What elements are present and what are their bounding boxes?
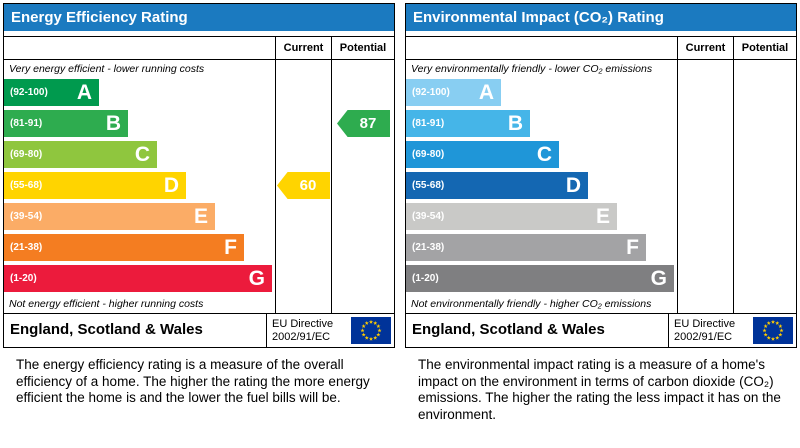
band-letter: G bbox=[248, 267, 265, 290]
band-range: (81-91) bbox=[412, 118, 445, 129]
eu-flag-cell bbox=[348, 314, 394, 347]
eu-directive-line1: EU Directive bbox=[674, 318, 736, 330]
eu-directive-line1: EU Directive bbox=[272, 318, 334, 330]
band-d: (55-68) D bbox=[4, 172, 186, 199]
environmental-impact-chart: Environmental Impact (CO₂) Rating Curren… bbox=[405, 3, 797, 348]
band-range: (21-38) bbox=[10, 242, 43, 253]
chart-footer: England, Scotland & Wales EU Directive 2… bbox=[406, 313, 796, 347]
band-letter: A bbox=[478, 81, 494, 104]
band-range: (39-54) bbox=[412, 211, 445, 222]
header-spacer bbox=[406, 37, 677, 59]
band-range: (55-68) bbox=[412, 180, 445, 191]
eu-flag bbox=[351, 317, 391, 344]
chart-footer: England, Scotland & Wales EU Directive 2… bbox=[4, 313, 394, 347]
band-range: (1-20) bbox=[10, 273, 37, 284]
title-gap bbox=[4, 31, 394, 36]
band-letter: E bbox=[193, 205, 208, 228]
band-range: (92-100) bbox=[10, 87, 48, 98]
potential-column-header: Potential bbox=[733, 37, 796, 59]
epc-charts-page: Energy Efficiency Rating Current Potenti… bbox=[3, 3, 797, 423]
title-gap bbox=[406, 31, 796, 36]
band-range: (69-80) bbox=[412, 149, 445, 160]
band-d: (55-68) D bbox=[406, 172, 588, 199]
region-label: England, Scotland & Wales bbox=[412, 321, 605, 338]
rating-bands: (92-100) A (81-91) B (69-80) C (55-68) D bbox=[4, 79, 276, 296]
potential-column-divider bbox=[733, 60, 734, 313]
bottom-caption: Not environmentally friendly - higher CO… bbox=[411, 298, 652, 310]
environmental-impact-description: The environmental impact rating is a mea… bbox=[418, 357, 781, 422]
band-c: (69-80) C bbox=[406, 141, 559, 168]
top-caption: Very energy efficient - lower running co… bbox=[9, 63, 205, 75]
region-label: England, Scotland & Wales bbox=[10, 321, 203, 338]
band-letter: D bbox=[163, 174, 179, 197]
eu-directive-line2: 2002/91/EC bbox=[272, 331, 331, 343]
band-range: (92-100) bbox=[412, 87, 450, 98]
band-a: (92-100) A bbox=[406, 79, 501, 106]
current-rating-value: 60 bbox=[299, 177, 317, 194]
band-letter: B bbox=[105, 112, 121, 135]
bottom-caption: Not energy efficient - higher running co… bbox=[9, 298, 204, 310]
band-letter: G bbox=[650, 267, 667, 290]
potential-column-header: Potential bbox=[331, 37, 394, 59]
band-letter: F bbox=[224, 236, 237, 259]
band-range: (1-20) bbox=[412, 273, 439, 284]
panel-title: Energy Efficiency Rating bbox=[4, 4, 394, 31]
column-headers: Current Potential bbox=[4, 36, 394, 60]
column-headers: Current Potential bbox=[406, 36, 796, 60]
band-f: (21-38) F bbox=[4, 234, 244, 261]
band-e: (39-54) E bbox=[406, 203, 617, 230]
band-letter: D bbox=[565, 174, 581, 197]
potential-column-divider bbox=[331, 60, 332, 313]
band-letter: C bbox=[536, 143, 552, 166]
band-g: (1-20) G bbox=[406, 265, 674, 292]
top-caption: Very environmentally friendly - lower CO… bbox=[411, 63, 653, 75]
band-b: (81-91) B bbox=[4, 110, 128, 137]
energy-efficiency-section: Energy Efficiency Rating Current Potenti… bbox=[3, 3, 395, 423]
band-e: (39-54) E bbox=[4, 203, 215, 230]
rating-bands: (92-100) A (81-91) B (69-80) C (55-68) D bbox=[406, 79, 678, 296]
band-range: (21-38) bbox=[412, 242, 445, 253]
band-c: (69-80) C bbox=[4, 141, 157, 168]
band-letter: C bbox=[134, 143, 150, 166]
band-letter: A bbox=[76, 81, 92, 104]
eu-directive-line2: 2002/91/EC bbox=[674, 331, 733, 343]
environmental-impact-section: Environmental Impact (CO₂) Rating Curren… bbox=[405, 3, 797, 423]
header-spacer bbox=[4, 37, 275, 59]
band-a: (92-100) A bbox=[4, 79, 99, 106]
current-column-header: Current bbox=[677, 37, 733, 59]
eu-directive-label: EU Directive 2002/91/EC bbox=[266, 314, 348, 347]
panel-title: Environmental Impact (CO₂) Rating bbox=[406, 4, 796, 31]
band-letter: B bbox=[507, 112, 523, 135]
band-range: (55-68) bbox=[10, 180, 43, 191]
band-f: (21-38) F bbox=[406, 234, 646, 261]
eu-directive-label: EU Directive 2002/91/EC bbox=[668, 314, 750, 347]
current-column-divider bbox=[677, 60, 678, 313]
rating-scale: Very environmentally friendly - lower CO… bbox=[406, 60, 796, 313]
eu-flag bbox=[753, 317, 793, 344]
band-letter: E bbox=[595, 205, 610, 228]
current-column-header: Current bbox=[275, 37, 331, 59]
band-letter: F bbox=[626, 236, 639, 259]
band-range: (39-54) bbox=[10, 211, 43, 222]
band-range: (81-91) bbox=[10, 118, 43, 129]
eu-flag-cell bbox=[750, 314, 796, 347]
current-rating-arrow: 60 bbox=[277, 172, 330, 199]
energy-efficiency-description: The energy efficiency rating is a measur… bbox=[16, 357, 370, 405]
potential-rating-arrow: 87 bbox=[337, 110, 390, 137]
band-g: (1-20) G bbox=[4, 265, 272, 292]
band-b: (81-91) B bbox=[406, 110, 530, 137]
band-range: (69-80) bbox=[10, 149, 43, 160]
current-column-divider bbox=[275, 60, 276, 313]
rating-scale: Very energy efficient - lower running co… bbox=[4, 60, 394, 313]
energy-efficiency-chart: Energy Efficiency Rating Current Potenti… bbox=[3, 3, 395, 348]
potential-rating-value: 87 bbox=[359, 115, 377, 132]
